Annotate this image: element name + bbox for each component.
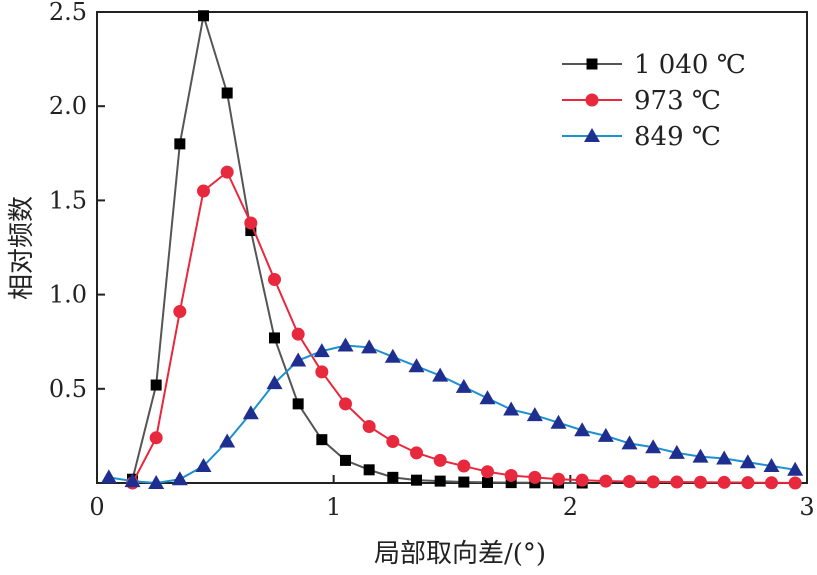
x-axis-label: 局部取向差/(°) — [374, 539, 546, 569]
data-point — [411, 474, 422, 486]
data-point — [387, 471, 399, 483]
data-point — [623, 474, 636, 488]
data-point — [479, 390, 496, 405]
data-point — [149, 431, 163, 445]
legend-label: 1 040 ℃ — [634, 50, 746, 80]
data-point — [552, 472, 565, 486]
plot-frame — [96, 11, 808, 484]
data-point — [384, 348, 401, 363]
data-point — [692, 448, 709, 463]
data-point — [646, 475, 660, 489]
legend-item: 973 ℃ — [562, 86, 721, 116]
data-point — [174, 138, 186, 150]
data-point — [739, 454, 756, 469]
data-point — [292, 398, 304, 410]
data-point — [221, 87, 233, 99]
data-point — [434, 475, 446, 487]
x-tick-label: 1 — [326, 493, 341, 521]
data-point — [458, 476, 470, 488]
data-point — [457, 459, 471, 473]
x-tick-label: 2 — [563, 493, 578, 521]
data-point — [242, 405, 259, 420]
data-point — [432, 367, 449, 382]
data-point — [361, 339, 378, 354]
legend-marker — [586, 58, 598, 70]
y-axis-label: 相对频数 — [7, 196, 37, 300]
data-point — [526, 407, 543, 422]
data-point — [316, 434, 328, 446]
series-2 — [100, 337, 804, 489]
data-point — [528, 470, 542, 484]
data-point — [621, 435, 638, 450]
data-point — [455, 378, 472, 393]
x-tick-label: 3 — [799, 493, 814, 521]
data-point — [481, 465, 494, 479]
data-point — [787, 461, 804, 476]
data-point — [599, 474, 613, 488]
data-point — [504, 468, 518, 482]
data-point — [386, 435, 400, 449]
data-point — [668, 444, 685, 459]
data-point — [100, 469, 117, 484]
data-point — [148, 475, 165, 489]
data-point — [244, 216, 258, 230]
data-point — [269, 332, 280, 344]
data-point — [433, 453, 447, 467]
data-point — [363, 464, 375, 476]
data-point — [694, 475, 707, 489]
legend-label: 973 ℃ — [634, 86, 721, 116]
data-point — [716, 450, 733, 465]
data-point — [219, 433, 236, 448]
data-point — [575, 473, 589, 487]
y-tick-label: 1.5 — [49, 186, 87, 214]
data-point — [337, 337, 354, 352]
data-point — [195, 458, 212, 473]
y-tick-label: 2.0 — [49, 92, 87, 120]
data-point — [717, 475, 731, 489]
data-point — [150, 379, 162, 391]
data-point — [362, 419, 376, 433]
data-point — [197, 184, 210, 198]
y-tick-label: 0.5 — [49, 375, 87, 403]
y-tick-label: 1.0 — [49, 281, 87, 309]
data-point — [741, 476, 755, 490]
data-point — [574, 422, 591, 437]
data-point — [124, 473, 141, 488]
legend-item: 849 ℃ — [562, 122, 721, 152]
data-point — [597, 427, 614, 442]
data-point — [173, 305, 187, 319]
x-tick-label: 0 — [89, 493, 104, 521]
data-point — [245, 225, 257, 237]
data-point — [410, 446, 423, 460]
data-point — [198, 10, 209, 22]
data-point — [220, 165, 234, 179]
data-point — [315, 365, 329, 379]
data-point — [313, 343, 330, 358]
y-tick-label: 2.5 — [49, 0, 87, 26]
series-0 — [127, 10, 588, 489]
data-point — [340, 454, 351, 466]
data-point — [290, 352, 307, 367]
data-point — [788, 476, 802, 490]
legend-marker — [584, 128, 600, 142]
data-point — [763, 458, 780, 473]
data-point — [505, 477, 517, 489]
legend-item: 1 040 ℃ — [562, 50, 746, 80]
data-point — [339, 397, 352, 411]
data-point — [171, 471, 188, 486]
data-point — [503, 401, 520, 416]
data-point — [482, 476, 493, 488]
data-point — [266, 375, 283, 390]
data-point — [670, 475, 684, 489]
data-point — [408, 358, 425, 373]
data-point — [550, 414, 567, 429]
data-point — [645, 439, 662, 454]
legend-label: 849 ℃ — [634, 122, 721, 152]
data-point — [765, 476, 778, 490]
data-point — [291, 327, 305, 341]
legend-marker — [585, 93, 599, 107]
data-point — [268, 273, 281, 287]
